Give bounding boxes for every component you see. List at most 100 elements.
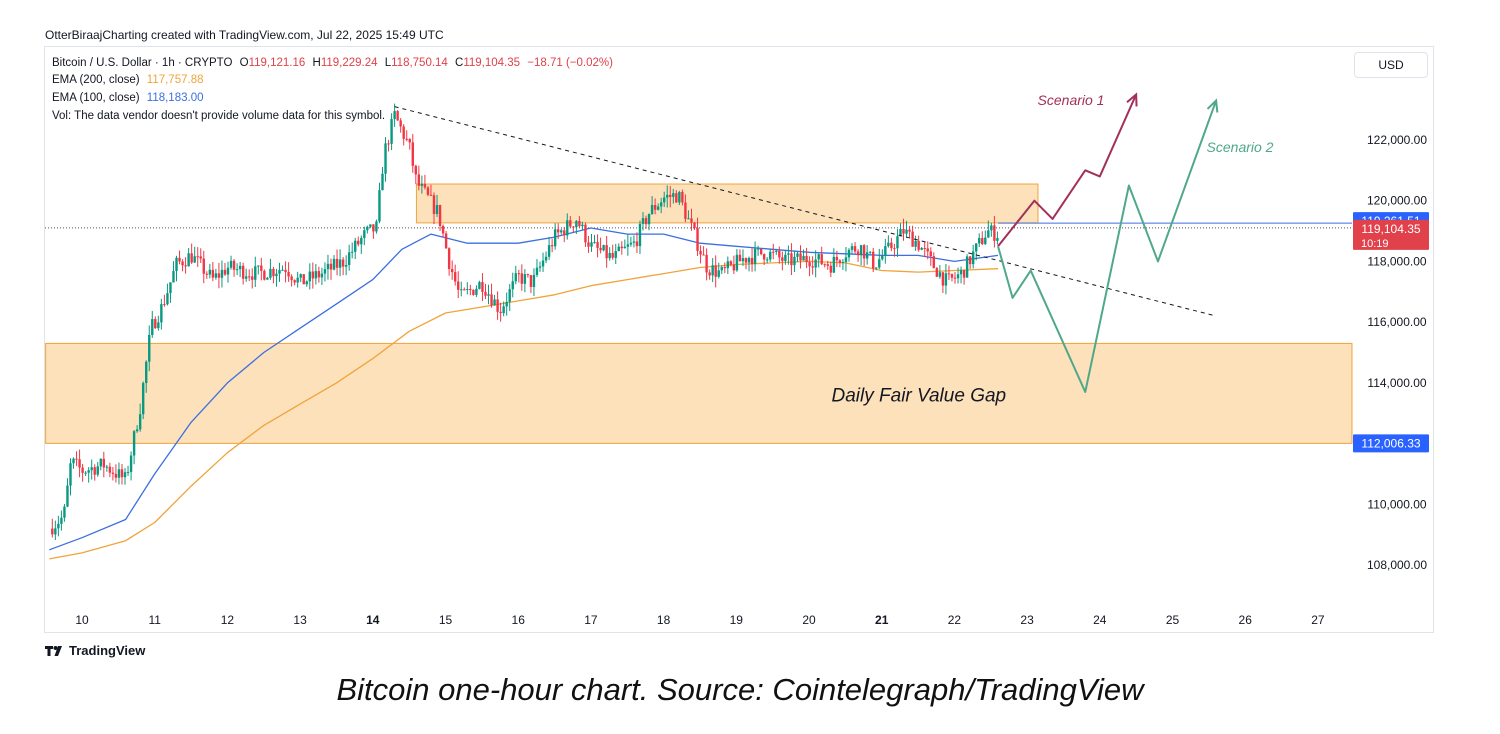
y-tick-label: 118,000.00 <box>1367 254 1426 268</box>
candle-body <box>881 255 884 260</box>
candle-body <box>302 274 305 285</box>
candle-body <box>323 269 327 274</box>
candle-body <box>272 268 275 277</box>
candle-body <box>859 245 863 256</box>
high-value: 119,229.24 <box>320 57 378 69</box>
candle-body <box>199 256 202 259</box>
symbol-name[interactable]: Bitcoin / U.S. Dollar · 1h · CRYPTO <box>52 57 233 69</box>
candle-body <box>214 273 218 278</box>
candle-body <box>544 256 548 261</box>
candle-body <box>75 458 78 460</box>
candle-body <box>96 466 99 475</box>
volume-note: Vol: The data vendor doesn't provide vol… <box>52 110 386 122</box>
scenario-1-path[interactable] <box>997 94 1138 247</box>
last-price-tag[interactable]: 119,104.35 10:19 <box>1353 219 1429 250</box>
candle-body <box>723 267 726 269</box>
candle-body <box>581 224 584 227</box>
ema200-legend[interactable]: EMA (200, close) 117,757.88 <box>52 74 207 86</box>
currency-button[interactable]: USD <box>1354 52 1428 78</box>
candle-body <box>105 466 109 468</box>
candle-body <box>290 276 293 281</box>
candle-body <box>460 289 463 291</box>
scenario-2-path[interactable] <box>997 100 1218 393</box>
candle-body <box>126 472 130 474</box>
candle-body <box>114 473 118 478</box>
candle-body <box>490 294 493 306</box>
candle-body <box>720 267 723 271</box>
candle-body <box>496 299 499 312</box>
candle-body <box>317 271 321 278</box>
candle-body <box>505 301 508 307</box>
candle-body <box>602 245 605 251</box>
candle-body <box>793 256 796 266</box>
candle-body <box>354 240 357 252</box>
x-tick-label: 22 <box>948 613 962 627</box>
candle-body <box>478 282 481 289</box>
candle-body <box>87 470 90 473</box>
candle-body <box>341 259 345 267</box>
candle-body <box>320 273 324 278</box>
y-tick-label: 116,000.00 <box>1367 315 1426 329</box>
candle-body <box>790 253 793 266</box>
candle-body <box>744 258 748 263</box>
candle-body <box>938 272 942 277</box>
candle-body <box>968 256 972 265</box>
candle-body <box>872 251 875 269</box>
candle-body <box>296 277 299 283</box>
candle-body <box>765 259 769 261</box>
candle-body <box>484 291 487 296</box>
candle-body <box>808 262 811 267</box>
candle-body <box>584 224 587 243</box>
candle-body <box>932 256 936 269</box>
candle-body <box>847 249 851 258</box>
candle-body <box>69 463 72 486</box>
candle-body <box>81 467 84 473</box>
candle-body <box>305 281 308 285</box>
candle-body <box>935 268 939 277</box>
x-tick-label: 13 <box>293 613 307 627</box>
candle-body <box>902 228 905 234</box>
candle-body <box>381 173 384 191</box>
candle-body <box>254 266 257 280</box>
candle-body <box>608 252 611 259</box>
candle-body <box>675 193 678 203</box>
candle-body <box>408 138 411 143</box>
x-tick-label: 23 <box>1020 613 1034 627</box>
x-tick-label: 27 <box>1311 613 1325 627</box>
candle-body <box>826 264 829 266</box>
ema100-legend[interactable]: EMA (100, close) 118,183.00 <box>52 92 207 104</box>
candle-body <box>772 251 775 253</box>
candle-body <box>387 143 390 145</box>
candle-body <box>517 273 521 275</box>
candle-body <box>450 269 454 273</box>
candle-body <box>953 277 957 279</box>
candle-body <box>123 472 127 478</box>
candle-body <box>629 242 633 245</box>
candle-body <box>896 236 899 249</box>
x-tick-label: 20 <box>802 613 816 627</box>
candle-body <box>929 251 932 257</box>
ema200-label: EMA (200, close) <box>52 74 140 86</box>
candle-body <box>141 383 145 415</box>
candle-body <box>917 240 920 250</box>
descending-trendline[interactable] <box>394 106 1217 317</box>
chart-frame[interactable] <box>44 46 1434 633</box>
candle-body <box>151 319 154 335</box>
candle-body <box>535 267 539 275</box>
candle-body <box>93 467 96 475</box>
candle-body <box>157 322 160 329</box>
candle-body <box>563 230 566 236</box>
candle-body <box>687 218 690 220</box>
candle-body <box>996 238 999 241</box>
candle-body <box>332 258 336 270</box>
x-tick-label: 10 <box>75 613 89 627</box>
candle-body <box>887 242 890 247</box>
candle-body <box>817 254 820 260</box>
candle-body <box>475 288 478 295</box>
candle-body <box>120 469 124 478</box>
candle-body <box>547 245 551 257</box>
candle-body <box>599 247 602 251</box>
candle-body <box>575 221 578 228</box>
fvg-price-tag[interactable]: 112,006.33 <box>1353 434 1429 453</box>
